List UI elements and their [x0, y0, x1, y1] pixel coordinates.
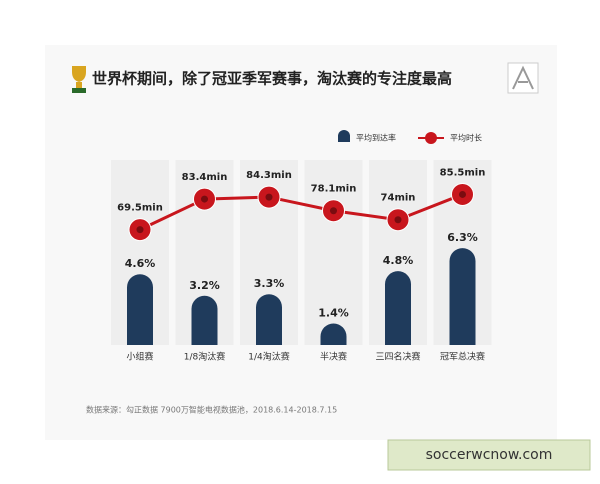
- x-tick-label: 半决赛: [320, 351, 347, 363]
- bar: [191, 295, 218, 345]
- bar: [320, 323, 347, 345]
- ball-pattern: [201, 195, 208, 203]
- legend-swatch: [338, 130, 350, 142]
- x-tick-label: 1/8淘汰赛: [184, 351, 226, 363]
- source-note: 数据来源：勾正数据 7900万智能电视数据池，2018.6.14-2018.7.…: [86, 405, 337, 415]
- legend-swatch-dot: [425, 132, 437, 144]
- legend-label: 平均到达率: [356, 133, 396, 143]
- legend-label: 平均时长: [450, 133, 482, 143]
- bar-value-label: 4.8%: [383, 254, 414, 267]
- bar-value-label: 3.3%: [254, 277, 285, 290]
- watermark-box: [387, 439, 591, 471]
- bar-value-label: 3.2%: [189, 279, 220, 292]
- chart-title: 世界杯期间，除了冠亚季军赛事，淘汰赛的专注度最高: [92, 70, 452, 88]
- bar-value-label: 6.3%: [447, 231, 478, 244]
- line: [139, 193, 464, 231]
- ball-pattern: [459, 190, 466, 198]
- line-value-label: 78.1min: [311, 184, 357, 195]
- logo: [507, 62, 539, 94]
- line-value-label: 84.3min: [246, 170, 292, 181]
- bar: [127, 274, 153, 345]
- bar-value-label: 4.6%: [125, 257, 156, 270]
- ball-pattern: [136, 226, 144, 234]
- bar: [449, 248, 476, 345]
- bar-value-label: 1.4%: [318, 306, 349, 319]
- bar: [385, 271, 411, 345]
- x-tick-label: 三四名决赛: [375, 351, 420, 363]
- x-tick-label: 小组赛: [126, 351, 153, 363]
- line-value-label: 85.5min: [440, 167, 486, 178]
- line-value-label: 69.5min: [117, 203, 163, 214]
- x-tick-label: 1/4淘汰赛: [248, 351, 290, 363]
- x-tick-label: 冠军总决赛: [440, 351, 485, 363]
- trophy-icon: [72, 66, 86, 93]
- ball-pattern: [265, 193, 273, 201]
- line-value-label: 74min: [381, 193, 416, 204]
- line-value-label: 83.4min: [182, 172, 228, 183]
- column-bg: [304, 160, 363, 345]
- bar: [256, 294, 282, 345]
- watermark: soccerwcnow.com: [426, 447, 553, 463]
- ball-pattern: [330, 207, 337, 215]
- ball-pattern: [394, 216, 402, 224]
